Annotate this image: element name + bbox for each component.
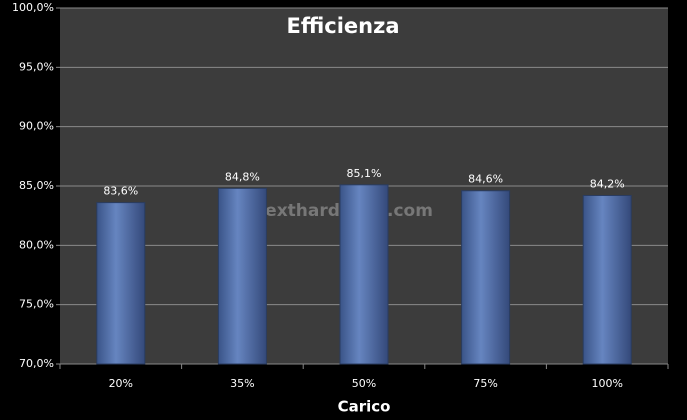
x-tick-label: 75% <box>473 377 497 390</box>
data-label: 84,8% <box>225 170 260 183</box>
data-label: 83,6% <box>103 185 138 198</box>
data-label: 84,6% <box>468 173 503 186</box>
x-tick-label: 20% <box>109 377 133 390</box>
chart-title: Efficienza <box>287 14 400 38</box>
x-tick-label: 35% <box>230 377 254 390</box>
bar <box>582 194 632 365</box>
y-tick-label: 95,0% <box>19 60 54 73</box>
x-tick-label: 100% <box>591 377 622 390</box>
bar <box>339 184 389 365</box>
bar <box>217 187 267 365</box>
y-tick-label: 85,0% <box>19 179 54 192</box>
x-tick-label: 50% <box>352 377 376 390</box>
data-label: 85,1% <box>347 167 382 180</box>
y-tick-label: 75,0% <box>19 298 54 311</box>
y-tick-label: 100,0% <box>12 1 54 14</box>
y-tick-label: 80,0% <box>19 238 54 251</box>
bar <box>461 190 511 365</box>
data-label: 84,2% <box>590 177 625 190</box>
bar <box>96 202 146 365</box>
y-tick-label: 70,0% <box>19 357 54 370</box>
y-tick-label: 90,0% <box>19 120 54 133</box>
x-axis-title: Carico <box>338 398 391 416</box>
